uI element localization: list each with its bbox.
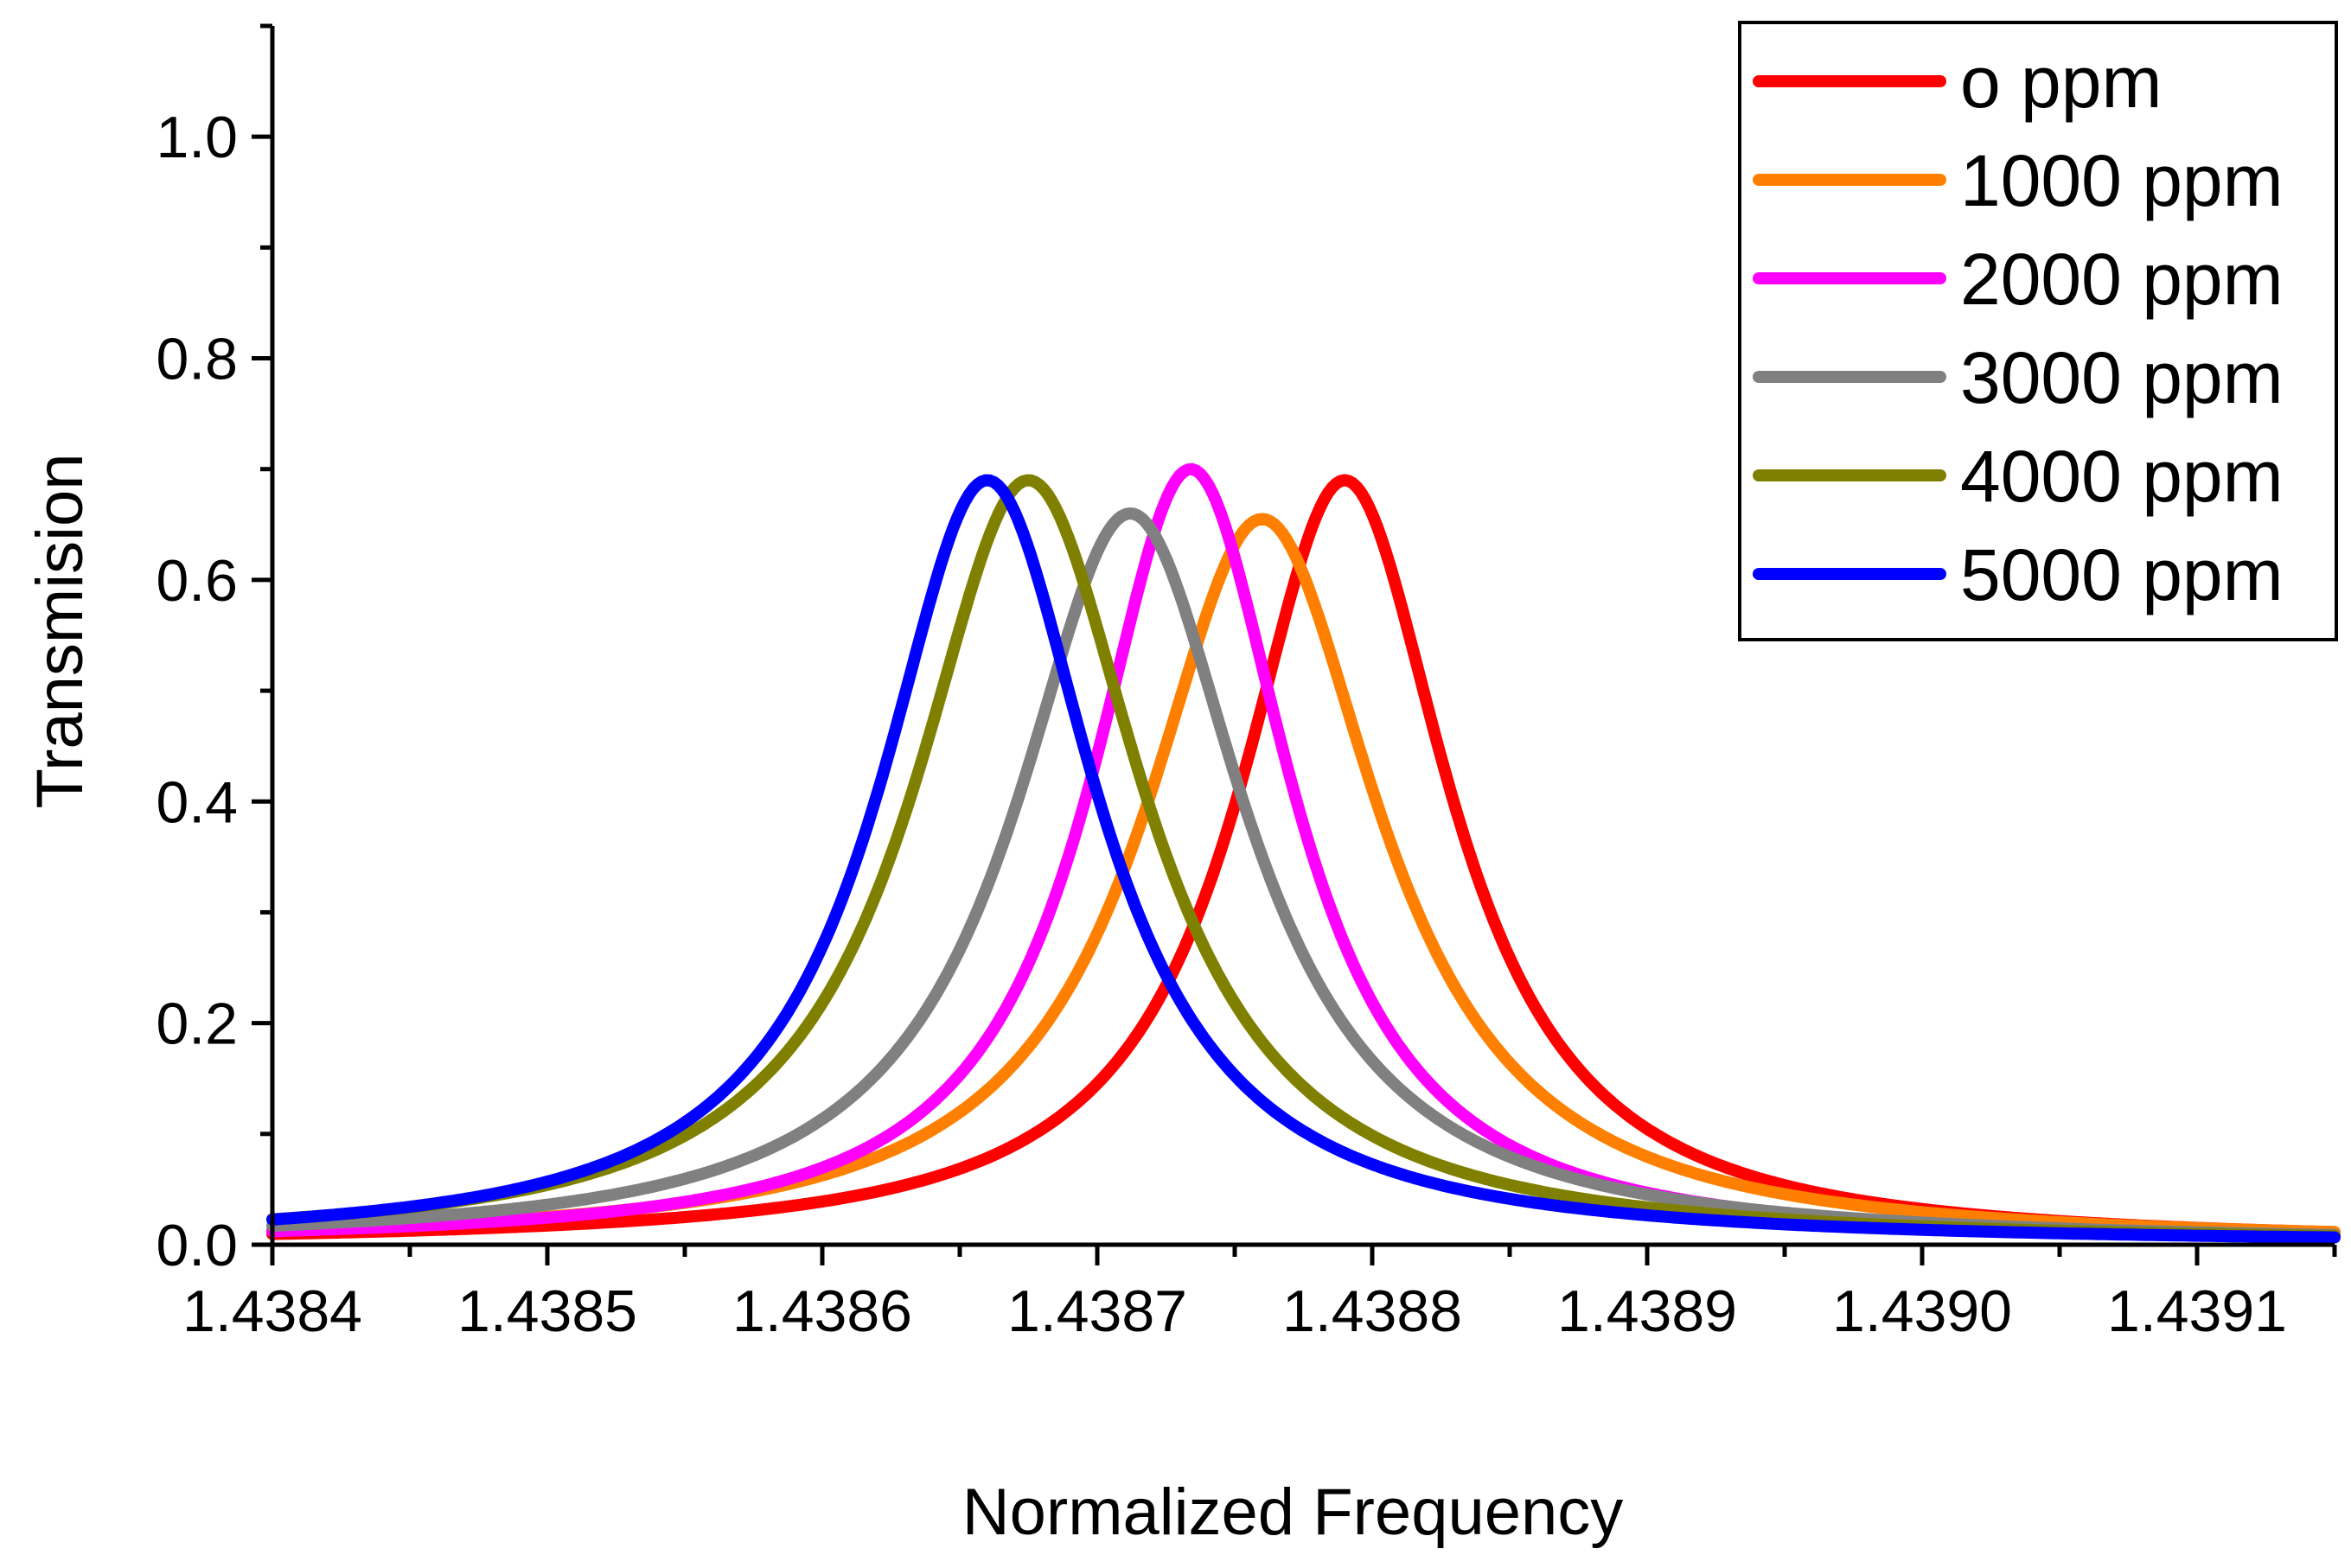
y-tick-label: 0.8 (156, 327, 238, 392)
legend: o ppm 1000 ppm 2000 ppm 3000 ppm 4000 ppm 500… (1738, 21, 2338, 641)
y-tick-label: 0.0 (156, 1213, 238, 1278)
legend-label-0: o ppm (1960, 41, 2162, 123)
x-tick-label: 1.4385 (457, 1278, 637, 1344)
series-line-5 (266, 474, 2341, 1244)
axes: 1.4384 1.4385 1.4386 1.4387 1.4388 1.4389 1.43… (156, 23, 2337, 1344)
x-tick-label: 1.4391 (2107, 1278, 2287, 1344)
legend-box (1738, 21, 2338, 641)
y-tick-label: 0.6 (156, 548, 238, 614)
series-curves (266, 462, 2341, 1244)
legend-label-4: 4000 ppm (1960, 436, 2284, 517)
legend-label-5: 5000 ppm (1960, 534, 2284, 615)
y-tick-label: 0.4 (156, 769, 238, 835)
x-tick-label: 1.4384 (182, 1278, 362, 1344)
legend-label-3: 3000 ppm (1960, 337, 2284, 418)
y-axis-title: Transmision (23, 453, 97, 808)
legend-label-2: 2000 ppm (1960, 239, 2284, 320)
x-axis-title: Normalized Frequency (962, 1476, 1624, 1549)
x-tick-label: 1.4390 (1832, 1278, 2012, 1344)
x-tick-label: 1.4388 (1282, 1278, 1462, 1344)
x-tick-label: 1.4386 (732, 1278, 912, 1344)
y-tick-label: 1.0 (156, 105, 238, 170)
legend-label-1: 1000 ppm (1960, 140, 2284, 221)
y-tick-label: 0.2 (156, 991, 238, 1057)
x-tick-label: 1.4389 (1557, 1278, 1737, 1344)
x-tick-label: 1.4387 (1007, 1278, 1187, 1344)
